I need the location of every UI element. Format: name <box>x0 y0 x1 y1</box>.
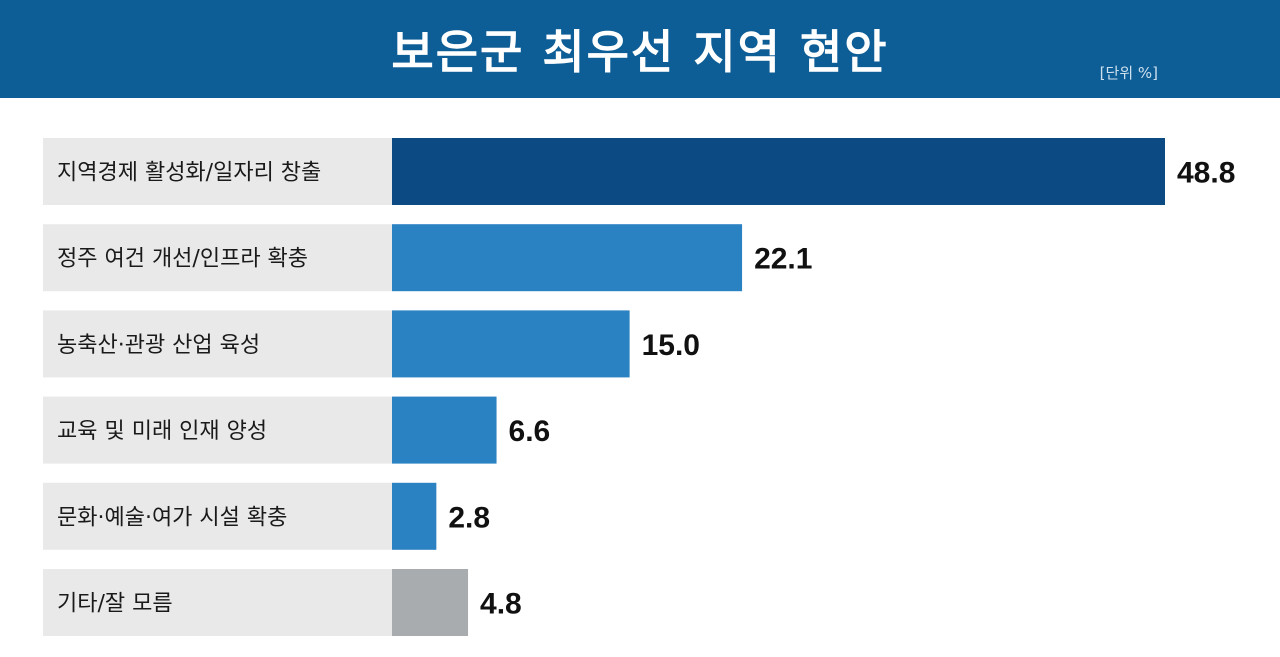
value-label: 2.8 <box>448 501 490 534</box>
chart-title: 보은군 최우선 지역 현안 <box>391 25 889 79</box>
bar <box>392 569 469 636</box>
category-label-background <box>43 310 392 378</box>
category-label: 지역경제 활성화/일자리 창출 <box>57 161 321 186</box>
value-label: 15.0 <box>642 329 700 362</box>
title-banner: 보은군 최우선 지역 현안 [단위 %] <box>0 0 1280 98</box>
category-label-background <box>43 569 392 636</box>
bar <box>392 138 1165 205</box>
category-label-background <box>43 482 392 550</box>
category-label: 정주 여건 개선/인프라 확충 <box>57 247 308 272</box>
value-label: 4.8 <box>480 588 522 621</box>
unit-label: [단위 %] <box>1099 64 1158 82</box>
category-label-background <box>43 224 392 292</box>
value-label: 22.1 <box>754 243 812 276</box>
value-label: 6.6 <box>509 415 551 448</box>
bar <box>392 482 437 550</box>
category-label: 문화·예술·여가 시설 확충 <box>57 505 287 530</box>
value-label: 48.8 <box>1177 157 1235 190</box>
bar <box>392 396 497 464</box>
category-label: 교육 및 미래 인재 양성 <box>57 419 267 444</box>
bar <box>392 224 743 292</box>
category-label: 기타/잘 모름 <box>57 592 173 617</box>
category-label-background <box>43 138 392 205</box>
category-label-background <box>43 396 392 464</box>
bar <box>392 310 630 378</box>
category-label: 농축산·관광 산업 육성 <box>57 333 260 358</box>
